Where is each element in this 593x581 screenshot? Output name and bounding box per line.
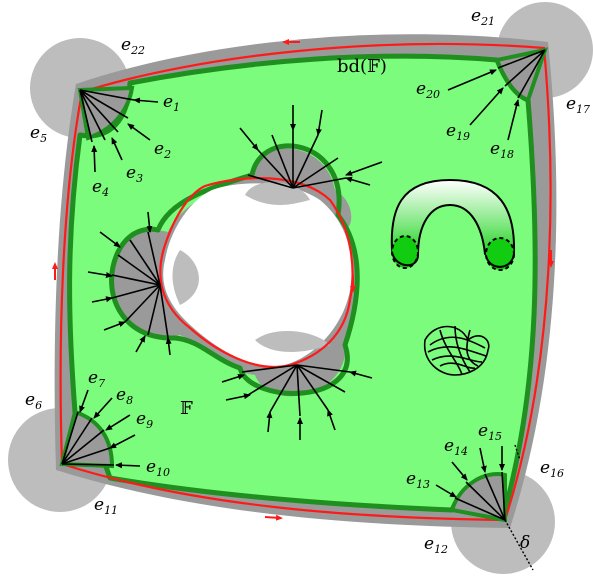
edge-label: e16 — [540, 458, 564, 480]
edge-label-subscript: 19 — [456, 130, 470, 143]
edge-label-subscript: 3 — [136, 172, 143, 185]
fan-bottom-left — [59, 389, 141, 469]
edge-label-subscript: 4 — [101, 186, 109, 199]
fan-top-right — [447, 47, 549, 141]
edge-label-subscript: 21 — [480, 15, 495, 28]
edge-label-subscript: 1 — [173, 101, 180, 114]
edge-label-subscript: 13 — [416, 478, 430, 491]
edge-label-subscript: 22 — [130, 44, 145, 57]
crosscap-surface — [424, 325, 490, 376]
edge-label: e17 — [566, 94, 590, 116]
edge-label-subscript: 7 — [98, 377, 105, 390]
handle-surface — [390, 178, 516, 271]
edge-label: e12 — [424, 534, 448, 556]
fan-hole-bottom — [221, 364, 373, 440]
boundary-curve-inner — [159, 176, 354, 368]
fan-hole-top — [239, 105, 383, 189]
edge-label-subscript: 10 — [156, 466, 170, 479]
edge-label-subscript: 20 — [425, 88, 440, 101]
edge-label-subscript: 9 — [146, 418, 153, 431]
edge-label-subscript: 12 — [434, 543, 448, 556]
fan-bottom-right — [435, 446, 507, 523]
label-bd-F: bd(𝔽) — [337, 56, 387, 77]
edge-label: e11 — [94, 495, 118, 517]
edge-label-subscript: 18 — [500, 148, 514, 161]
edge-label-subscript: 11 — [104, 504, 118, 517]
edge-label: e22 — [121, 35, 145, 57]
hole-patches — [172, 182, 330, 352]
edge-label-subscript: 17 — [576, 103, 590, 116]
edge-label-subscript: 5 — [40, 132, 47, 145]
fan-top-left — [77, 85, 159, 173]
edge-label-subscript: 14 — [454, 445, 468, 458]
edge-label: e6 — [25, 390, 42, 412]
boundary-arrows-outer — [52, 39, 554, 521]
fan-hole-left — [87, 211, 172, 356]
label-delta: δ — [520, 533, 530, 553]
edge-label-subscript: 16 — [550, 467, 564, 480]
hole-interior — [163, 183, 352, 367]
delta-line — [504, 519, 534, 571]
label-F: 𝔽 — [180, 398, 193, 419]
edge-label-subscript: 6 — [35, 399, 42, 412]
edge-label-subscript: 15 — [488, 430, 502, 443]
edge-label: e5 — [30, 123, 47, 145]
delta-tick — [514, 444, 521, 461]
edge-label: e21 — [471, 6, 495, 28]
edge-label-subscript: 8 — [126, 394, 133, 407]
edge-label-subscript: 2 — [163, 148, 171, 161]
